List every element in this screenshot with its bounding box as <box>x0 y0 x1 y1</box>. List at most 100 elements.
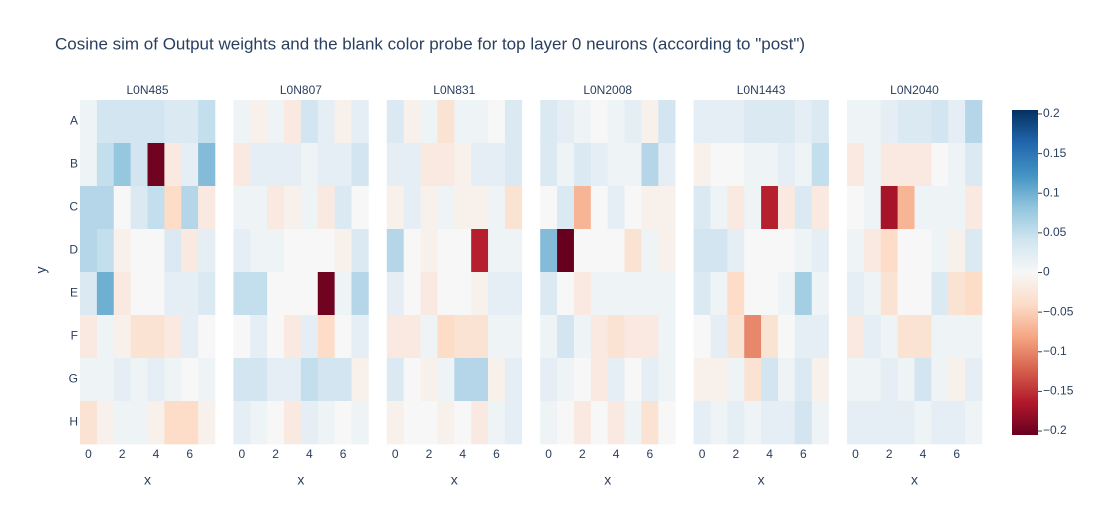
x-tick-label: 6 <box>186 447 193 461</box>
heatmap-cell <box>914 272 932 316</box>
heatmap-cell <box>931 229 949 273</box>
heatmap-cell <box>948 315 966 359</box>
heatmap-cell <box>130 100 148 144</box>
heatmap-cell <box>880 358 898 402</box>
heatmap-cell <box>744 100 762 144</box>
heatmap-cell <box>777 100 796 144</box>
heatmap-cell <box>317 401 335 445</box>
heatmap-cell <box>641 186 659 230</box>
heatmap-cell <box>880 186 898 230</box>
y-tick-label: E <box>70 286 78 300</box>
heatmap-cell <box>454 186 472 230</box>
y-tick-label: G <box>69 372 78 386</box>
heatmap-cell <box>727 272 745 316</box>
colorbar-tick-label: 0.15 <box>1043 146 1067 160</box>
heatmap-cell <box>386 143 404 187</box>
heatmap-cell <box>641 143 659 187</box>
heatmap-cell <box>267 143 285 187</box>
heatmap-cell <box>250 100 268 144</box>
heatmap-cell <box>847 229 865 273</box>
heatmap-cell <box>863 229 882 273</box>
heatmap-cell <box>540 229 558 273</box>
heatmap-cell <box>727 315 745 359</box>
heatmap-cell <box>267 100 285 144</box>
heatmap-cell <box>504 358 523 402</box>
heatmap-cell <box>624 186 642 230</box>
heatmap-cell <box>880 315 898 359</box>
heatmap-cell <box>727 229 745 273</box>
heatmap-cell <box>250 358 268 402</box>
heatmap-cell <box>164 358 182 402</box>
heatmap-cell <box>267 358 285 402</box>
heatmap-cell <box>284 143 302 187</box>
heatmap-cell <box>96 315 115 359</box>
heatmap-cell <box>403 358 421 402</box>
colorbar-tick-label: −0.1 <box>1043 344 1067 358</box>
heatmap-cell <box>557 100 575 144</box>
heatmap-cell <box>351 229 369 273</box>
heatmap-cell <box>454 358 472 402</box>
heatmap-cell <box>164 401 182 445</box>
heatmap-cell <box>914 401 932 445</box>
heatmap-cell <box>130 186 148 230</box>
heatmap-cell <box>233 272 251 316</box>
heatmap-cell <box>198 100 216 144</box>
heatmap-cell <box>471 358 489 402</box>
heatmap-cell <box>488 272 506 316</box>
heatmap-cell <box>794 401 813 445</box>
heatmap-cell <box>420 186 438 230</box>
heatmap-cell <box>965 272 983 316</box>
heatmap-cell <box>540 315 558 359</box>
heatmap-cell <box>181 143 199 187</box>
heatmap-cell <box>744 186 762 230</box>
heatmap-cell <box>897 229 915 273</box>
heatmap-cell <box>317 143 335 187</box>
heatmap-cell <box>250 143 268 187</box>
heatmap-cell <box>284 229 302 273</box>
heatmap-cell <box>386 186 404 230</box>
x-tick-label: 2 <box>426 447 433 461</box>
x-tick-label: 2 <box>886 447 893 461</box>
heatmap-cell <box>317 229 335 273</box>
heatmap-cell <box>557 401 575 445</box>
heatmap-cell <box>573 358 592 402</box>
heatmap-cell <box>300 229 319 273</box>
heatmap-cell <box>80 100 98 144</box>
heatmap-cell <box>897 272 915 316</box>
heatmap-cell <box>693 272 711 316</box>
heatmap-cell <box>351 401 369 445</box>
heatmap-cell <box>351 315 369 359</box>
heatmap-cell <box>80 186 98 230</box>
heatmap-cell <box>181 186 199 230</box>
heatmap-cell <box>233 100 251 144</box>
heatmap-cell <box>897 358 915 402</box>
heatmap-cell <box>693 186 711 230</box>
heatmap-cell <box>96 229 115 273</box>
heatmap-cell <box>710 315 728 359</box>
heatmap-cell <box>897 100 915 144</box>
heatmap-cell <box>488 401 506 445</box>
colorbar-tick-label: 0.2 <box>1043 106 1060 120</box>
heatmap-cell <box>250 315 268 359</box>
heatmap-cell <box>403 143 421 187</box>
heatmap-cell <box>811 401 829 445</box>
heatmap-cell <box>811 272 829 316</box>
x-tick-label: 0 <box>545 447 552 461</box>
heatmap-cell <box>420 272 438 316</box>
heatmap-cell <box>403 229 421 273</box>
heatmap-cell <box>334 401 352 445</box>
x-axis-label: x <box>451 472 458 488</box>
heatmap-cell <box>573 186 592 230</box>
heatmap-cell <box>794 186 813 230</box>
heatmap-cell <box>198 272 216 316</box>
y-tick-label: A <box>70 114 78 128</box>
heatmap-cell <box>573 100 592 144</box>
heatmap-cell <box>454 401 472 445</box>
heatmap-cell <box>641 229 659 273</box>
heatmap-cell <box>386 358 404 402</box>
heatmap-cell <box>267 401 285 445</box>
heatmap-cell <box>948 100 966 144</box>
heatmap-cell <box>80 143 98 187</box>
heatmap-cell <box>847 143 865 187</box>
heatmap-cell <box>454 229 472 273</box>
